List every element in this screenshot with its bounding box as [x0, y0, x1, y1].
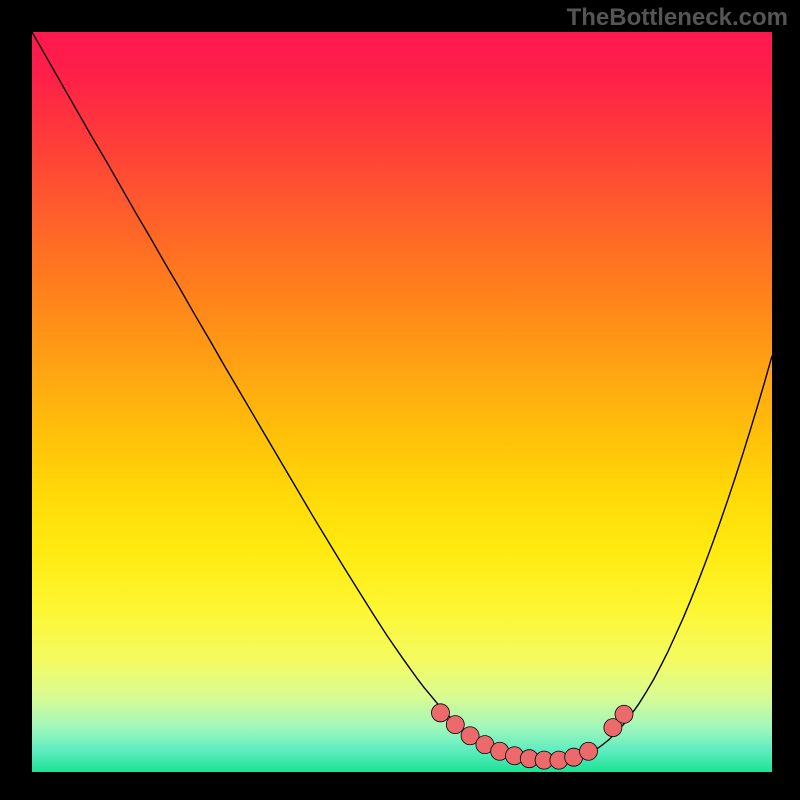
chart-svg: [32, 32, 772, 772]
marker-point: [446, 716, 464, 734]
marker-point: [615, 705, 633, 723]
marker-point: [431, 704, 449, 722]
marker-point: [579, 742, 597, 760]
chart-plot-area: [32, 32, 772, 772]
watermark-label: TheBottleneck.com: [567, 4, 788, 32]
gradient-background: [32, 32, 772, 772]
